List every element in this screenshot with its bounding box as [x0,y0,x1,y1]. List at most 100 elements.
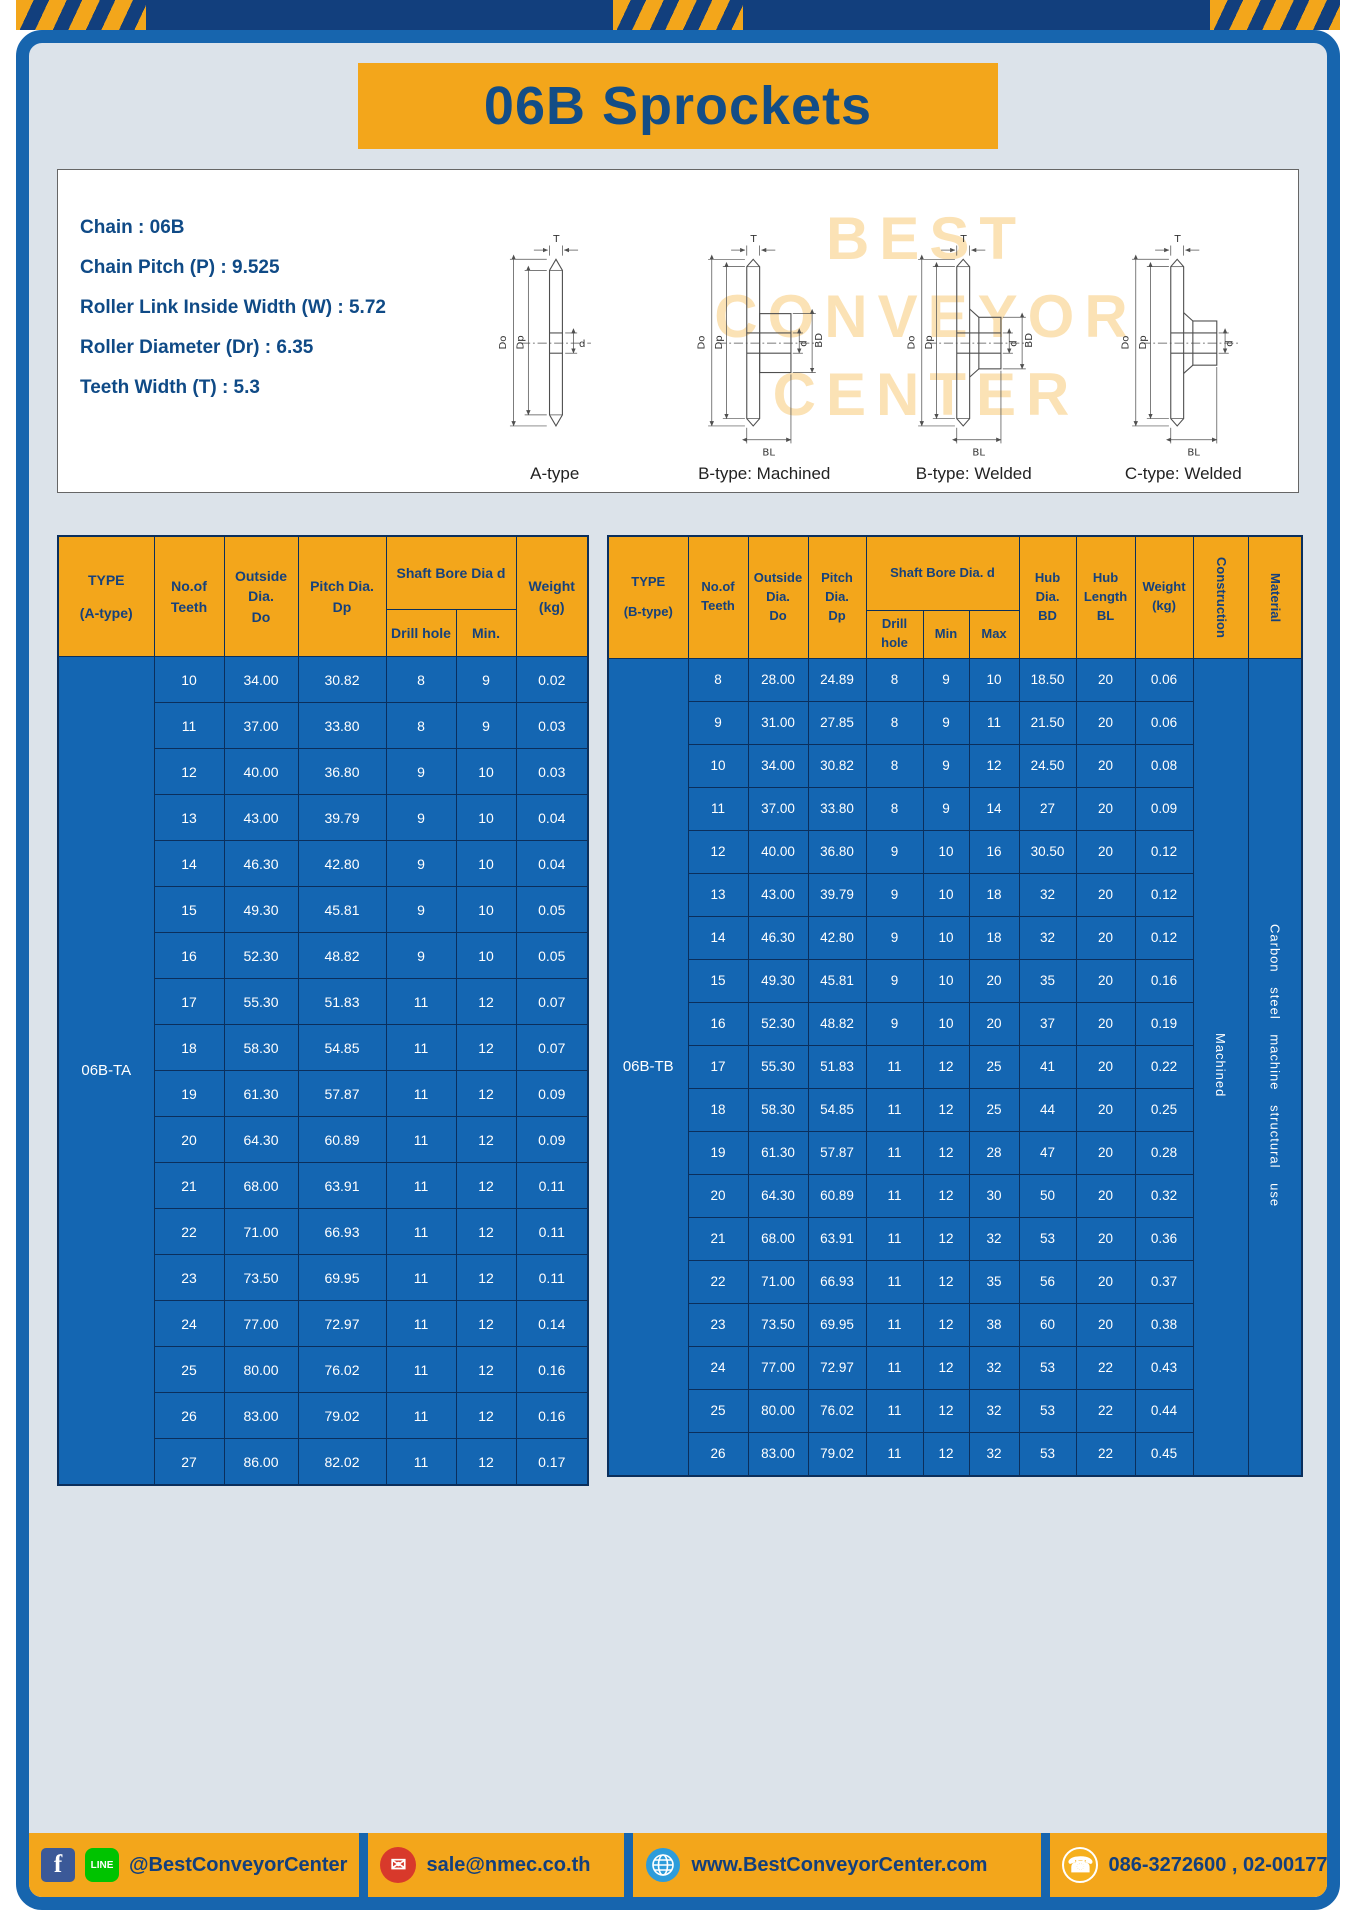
data-cell: 68.00 [223,1162,299,1209]
data-cell: 35 [968,1259,1020,1304]
data-cell: 8 [865,786,924,831]
data-cell: 11 [687,786,749,831]
data-cell: 0.25 [1134,1087,1194,1132]
data-cell: 60 [1018,1302,1077,1347]
data-cell: 40.00 [223,748,299,795]
data-cell: 12 [455,1254,517,1301]
data-cell: 21 [153,1162,225,1209]
data-cell: 22 [1075,1345,1136,1390]
data-cell: 55.30 [223,978,299,1025]
data-cell: 9 [385,748,457,795]
data-cell: 11 [865,1130,924,1175]
col-header-type: TYPE (A-type) [57,535,155,657]
data-cell: 51.83 [297,978,387,1025]
svg-text:T: T [552,234,560,245]
data-cell: 11 [865,1431,924,1477]
col-header-hub-length: Hub Length BL [1075,535,1136,659]
data-cell: 23 [687,1302,749,1347]
data-cell: 20 [1075,872,1136,917]
col-header-drill-hole: Drill hole [385,609,457,657]
data-cell: 30.50 [1018,829,1077,874]
data-cell: 12 [922,1259,970,1304]
table-row: 9 31.00 27.85 8 9 11 21.50 20 0.06 [608,700,1302,745]
data-cell: 20 [1075,657,1136,702]
data-cell: 83.00 [223,1392,299,1439]
data-cell: 69.95 [297,1254,387,1301]
data-cell: 23 [153,1254,225,1301]
data-cell: 26 [687,1431,749,1477]
material-cell: Carbon steel machine structural use [1247,657,1303,1477]
svg-text:Dp: Dp [515,335,526,349]
construction-cell: Machined [1192,657,1249,1477]
data-cell: 71.00 [223,1208,299,1255]
data-cell: 18 [153,1024,225,1071]
data-cell: 18 [687,1087,749,1132]
data-cell: 9 [385,840,457,887]
data-cell: 27.85 [807,700,867,745]
data-cell: 19 [153,1070,225,1117]
data-cell: 58.30 [223,1024,299,1071]
data-cell: 24 [153,1300,225,1347]
table-row: 25 80.00 76.02 11 12 32 53 22 0.44 [608,1388,1302,1433]
data-cell: 0.43 [1134,1345,1194,1390]
data-cell: 10 [455,840,517,887]
data-cell: 12 [922,1130,970,1175]
data-cell: 22 [153,1208,225,1255]
col-header-hub-dia: Hub Dia. BD [1018,535,1077,659]
data-cell: 79.02 [807,1431,867,1477]
data-cell: 32 [1018,915,1077,960]
data-cell: 10 [922,1001,970,1046]
data-cell: 10 [153,656,225,703]
figure-b-welded: T Do [869,176,1079,492]
data-cell: 12 [922,1173,970,1218]
data-cell: 0.11 [515,1208,589,1255]
data-cell: 34.00 [223,656,299,703]
footer-phone-numbers: 086-3272600 , 02-0017766 [1108,1853,1340,1876]
data-cell: 32 [968,1216,1020,1261]
data-cell: 22 [1075,1431,1136,1477]
data-cell: 0.19 [1134,1001,1194,1046]
spec-chain: Chain : 06B [80,217,185,238]
figure-b-machined: T Do Dp [660,176,870,492]
data-cell: 54.85 [807,1087,867,1132]
data-cell: 8 [865,743,924,788]
data-cell: 11 [385,1346,457,1393]
data-cell: 20 [1075,786,1136,831]
data-cell: 32 [968,1388,1020,1433]
data-cell: 76.02 [807,1388,867,1433]
data-cell: 12 [687,829,749,874]
a-type-drawing: T Do Dp [498,234,591,428]
table-row: 27 86.00 82.02 11 12 0.17 [58,1438,589,1486]
table-row: 06B-TA 10 34.00 30.82 8 9 0.02 [57,656,589,1486]
data-cell: 28.00 [747,657,809,702]
data-cell: 25 [968,1087,1020,1132]
data-cell: 9 [865,1001,924,1046]
table-row: 19 61.30 57.87 11 12 0.09 [58,1070,589,1117]
data-cell: 0.05 [515,932,589,979]
data-cell: 30 [968,1173,1020,1218]
data-cell: 80.00 [747,1388,809,1433]
data-cell: 12 [922,1216,970,1261]
navy-bar [146,0,613,30]
table-row: 10 34.00 30.82 8 9 12 24.50 20 0.08 [608,743,1302,788]
data-cell: 0.09 [515,1070,589,1117]
data-cell: 47 [1018,1130,1077,1175]
data-cell: 9 [865,958,924,1003]
data-cell: 66.93 [297,1208,387,1255]
data-cell: 9 [865,915,924,960]
data-cell: 12 [922,1302,970,1347]
data-cell: 66.93 [807,1259,867,1304]
col-header-min: Min. [455,609,517,657]
col-header-weight: Weight (kg) [1134,535,1194,659]
data-cell: 36.80 [297,748,387,795]
data-cell: 24.50 [1018,743,1077,788]
col-header-construction: Construction [1192,535,1249,659]
data-cell: 53 [1018,1431,1077,1477]
data-cell: 20 [1075,915,1136,960]
col-header-teeth: No.of Teeth [687,535,749,659]
data-cell: 12 [455,1162,517,1209]
svg-text:d: d [579,339,585,350]
data-cell: 0.16 [515,1392,589,1439]
table-row: 14 46.30 42.80 9 10 0.04 [58,840,589,887]
table-row: 11 37.00 33.80 8 9 0.03 [58,702,589,749]
